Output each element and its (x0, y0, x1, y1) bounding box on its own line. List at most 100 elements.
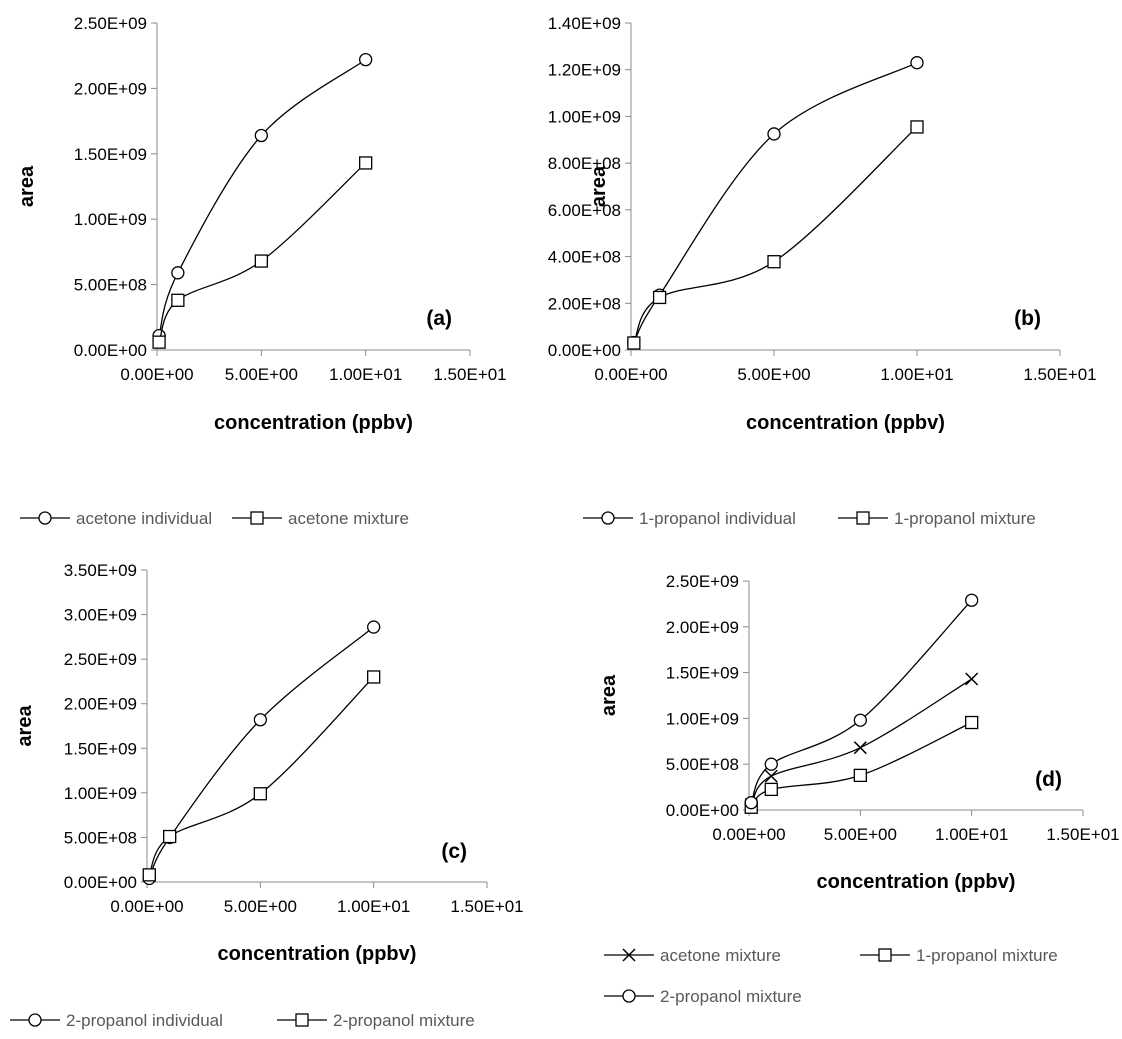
x-tick-label: 0.00E+00 (594, 365, 667, 384)
legend-marker-square (295, 1013, 309, 1027)
data-point-circle (171, 266, 185, 280)
data-point-square (767, 255, 781, 269)
y-axis-title: area (14, 705, 36, 747)
panel-label: (b) (1014, 307, 1041, 330)
y-tick-label: 1.50E+09 (666, 664, 739, 683)
legend-marker-square (856, 511, 870, 525)
data-point-circle (367, 620, 381, 634)
x-axis-title: concentration (ppbv) (218, 943, 417, 965)
legend-item: 1-propanol individual (583, 509, 796, 528)
legend-label: 2-propanol mixture (660, 987, 802, 1006)
x-tick-label: 1.00E+01 (337, 897, 410, 916)
legend-item: 1-propanol mixture (860, 946, 1058, 965)
y-tick-label: 0.00E+00 (666, 801, 739, 820)
y-tick-label: 5.00E+08 (74, 276, 147, 295)
data-point-square (254, 254, 268, 268)
data-point-square (142, 868, 156, 882)
y-tick-label: 1.50E+09 (74, 145, 147, 164)
data-point-circle (910, 56, 924, 70)
data-point-circle (965, 593, 979, 607)
y-tick-label: 3.50E+09 (64, 561, 137, 580)
y-axis-title: area (16, 165, 38, 207)
series-line (633, 62, 918, 343)
panel-label: (d) (1035, 768, 1062, 791)
legend-item: acetone individual (20, 509, 212, 528)
x-tick-label: 5.00E+00 (225, 365, 298, 384)
x-tick-label: 1.50E+01 (1046, 825, 1119, 844)
x-tick-label: 1.50E+01 (433, 365, 506, 384)
y-tick-label: 1.20E+09 (548, 61, 621, 80)
legend-label: 1-propanol mixture (894, 509, 1036, 528)
x-tick-label: 1.00E+01 (935, 825, 1008, 844)
legend-label: 2-propanol mixture (333, 1011, 475, 1030)
legend-label: acetone mixture (660, 946, 781, 965)
y-axis-title: area (588, 165, 610, 207)
data-point-x (853, 741, 867, 755)
legend-label: 1-propanol mixture (916, 946, 1058, 965)
data-point-square (171, 293, 185, 307)
y-tick-label: 0.00E+00 (548, 341, 621, 360)
y-tick-label: 4.00E+08 (548, 248, 621, 267)
data-point-circle (254, 128, 268, 143)
x-tick-label: 1.50E+01 (1023, 365, 1096, 384)
series-line (750, 721, 972, 808)
chart-panel-a: 0.00E+00 5.00E+08 1.00E+09 1.50E+09 2.00E+09… (16, 14, 507, 528)
series-line (158, 59, 367, 336)
legend-item: acetone mixture (604, 946, 781, 965)
data-point-circle (744, 796, 758, 810)
x-tick-label: 5.00E+00 (737, 365, 810, 384)
y-tick-label: 1.40E+09 (548, 14, 621, 33)
legend-label: 2-propanol individual (66, 1011, 223, 1030)
data-point-square (253, 787, 267, 801)
y-tick-label: 1.00E+09 (666, 709, 739, 728)
legend-item: 2-propanol individual (10, 1011, 223, 1030)
chart-panel-b: 0.00E+00 2.00E+08 4.00E+08 6.00E+08 8.00E+08… (548, 14, 1097, 528)
data-point-square (764, 782, 778, 797)
data-point-square (163, 829, 177, 844)
data-point-x (965, 672, 979, 686)
data-point-circle (359, 52, 373, 67)
legend-label: 1-propanol individual (639, 509, 796, 528)
series-line (148, 626, 375, 879)
series-line (750, 599, 973, 803)
data-point-square (359, 156, 373, 170)
y-axis-title: area (598, 674, 620, 716)
x-axis-title: concentration (ppbv) (817, 871, 1016, 893)
x-axis-title: concentration (ppbv) (746, 412, 945, 434)
y-tick-label: 2.00E+09 (666, 618, 739, 637)
chart-panel-c: 0.00E+00 5.00E+08 1.00E+09 1.50E+09 2.00E+09… (10, 561, 524, 1030)
series-line (148, 676, 375, 876)
data-point-square (367, 670, 381, 684)
legend-item: 1-propanol mixture (838, 509, 1036, 528)
y-tick-label: 0.00E+00 (64, 873, 137, 892)
y-tick-label: 0.00E+00 (74, 341, 147, 360)
legend-label: acetone individual (76, 509, 212, 528)
x-tick-label: 1.50E+01 (450, 897, 523, 916)
y-tick-label: 2.00E+09 (64, 695, 137, 714)
chart-panel-d: 0.00E+00 5.00E+08 1.00E+09 1.50E+09 2.00E+09… (598, 572, 1120, 1006)
y-tick-label: 6.00E+08 (548, 201, 621, 220)
data-point-square (965, 715, 979, 730)
y-tick-label: 2.50E+09 (64, 650, 137, 669)
data-point-square (152, 335, 166, 349)
legend-marker-circle (38, 511, 52, 525)
data-point-x (764, 769, 778, 783)
legend-marker-square (878, 948, 892, 962)
x-tick-label: 1.00E+01 (329, 365, 402, 384)
y-tick-label: 3.00E+09 (64, 606, 137, 625)
legend-item: 2-propanol mixture (604, 987, 802, 1006)
legend-item: acetone mixture (232, 509, 409, 528)
y-tick-label: 5.00E+08 (666, 755, 739, 774)
y-tick-label: 2.00E+09 (74, 79, 147, 98)
y-tick-label: 1.50E+09 (64, 739, 137, 758)
data-point-circle (853, 713, 867, 727)
y-tick-label: 8.00E+08 (548, 154, 621, 173)
y-tick-label: 2.50E+09 (666, 572, 739, 591)
x-tick-label: 1.00E+01 (880, 365, 953, 384)
y-tick-label: 1.00E+09 (64, 784, 137, 803)
legend-marker-circle (601, 511, 615, 525)
y-tick-label: 1.00E+09 (548, 107, 621, 126)
x-tick-label: 5.00E+00 (224, 897, 297, 916)
series-line (750, 678, 973, 805)
